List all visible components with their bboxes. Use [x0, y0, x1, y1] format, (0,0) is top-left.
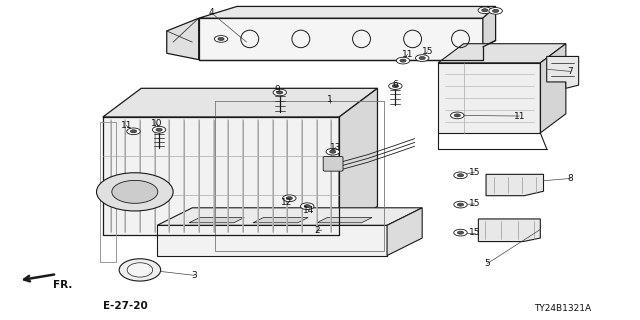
Text: 11: 11 [402, 50, 413, 59]
Text: 5: 5 [484, 259, 490, 268]
Text: 9: 9 [275, 85, 280, 94]
Circle shape [283, 195, 296, 202]
Text: 10: 10 [151, 119, 163, 128]
Circle shape [454, 172, 467, 179]
Circle shape [493, 9, 499, 12]
Polygon shape [540, 44, 566, 133]
Text: 15: 15 [468, 228, 480, 237]
Text: 13: 13 [330, 143, 341, 152]
Text: 11: 11 [121, 121, 132, 130]
Polygon shape [438, 63, 540, 133]
Polygon shape [198, 6, 495, 18]
Circle shape [451, 112, 464, 119]
Circle shape [388, 83, 402, 89]
Circle shape [156, 128, 162, 131]
Polygon shape [339, 88, 378, 235]
Circle shape [273, 89, 287, 96]
FancyBboxPatch shape [323, 156, 343, 171]
Text: E-27-20: E-27-20 [103, 301, 148, 311]
Polygon shape [198, 18, 483, 60]
Polygon shape [547, 56, 579, 88]
Circle shape [301, 203, 314, 210]
Circle shape [489, 8, 502, 14]
Circle shape [152, 126, 166, 133]
Polygon shape [253, 218, 308, 223]
Text: 15: 15 [468, 168, 480, 177]
Circle shape [112, 180, 158, 203]
Circle shape [454, 201, 467, 208]
Text: 3: 3 [191, 271, 197, 280]
Circle shape [454, 229, 467, 236]
Polygon shape [157, 225, 387, 256]
Ellipse shape [119, 259, 161, 281]
Circle shape [218, 37, 224, 41]
Circle shape [304, 204, 310, 208]
Polygon shape [103, 88, 378, 117]
Circle shape [454, 114, 460, 117]
Circle shape [482, 9, 488, 12]
Text: 12: 12 [280, 197, 292, 206]
Circle shape [415, 55, 429, 61]
Circle shape [286, 197, 292, 200]
Text: 8: 8 [568, 174, 573, 183]
Polygon shape [189, 218, 244, 223]
Polygon shape [103, 117, 339, 235]
Polygon shape [387, 208, 422, 256]
Ellipse shape [127, 263, 153, 277]
Circle shape [127, 128, 140, 135]
Circle shape [97, 173, 173, 211]
Circle shape [458, 231, 463, 234]
Circle shape [392, 84, 399, 88]
Text: TY24B1321A: TY24B1321A [534, 304, 591, 313]
Circle shape [458, 174, 463, 177]
Polygon shape [486, 174, 543, 196]
Polygon shape [483, 6, 495, 47]
Text: 2: 2 [314, 226, 319, 235]
Circle shape [396, 57, 410, 64]
Text: 6: 6 [392, 80, 398, 89]
Polygon shape [157, 208, 422, 225]
Polygon shape [317, 218, 372, 223]
Text: FR.: FR. [53, 280, 72, 290]
Text: 15: 15 [468, 199, 480, 208]
Text: 15: 15 [422, 47, 433, 56]
Polygon shape [167, 18, 198, 60]
Text: 4: 4 [209, 8, 214, 17]
Circle shape [458, 203, 463, 206]
Polygon shape [438, 44, 566, 63]
Circle shape [478, 7, 492, 13]
Text: 1: 1 [326, 95, 332, 104]
Circle shape [276, 91, 283, 94]
Circle shape [326, 148, 339, 155]
Text: 7: 7 [568, 67, 573, 76]
Circle shape [131, 130, 137, 133]
Polygon shape [478, 219, 540, 242]
Circle shape [214, 36, 228, 42]
Circle shape [400, 59, 406, 62]
Text: 14: 14 [303, 206, 314, 215]
Circle shape [330, 150, 336, 153]
Text: 11: 11 [513, 112, 525, 121]
Circle shape [419, 57, 426, 60]
